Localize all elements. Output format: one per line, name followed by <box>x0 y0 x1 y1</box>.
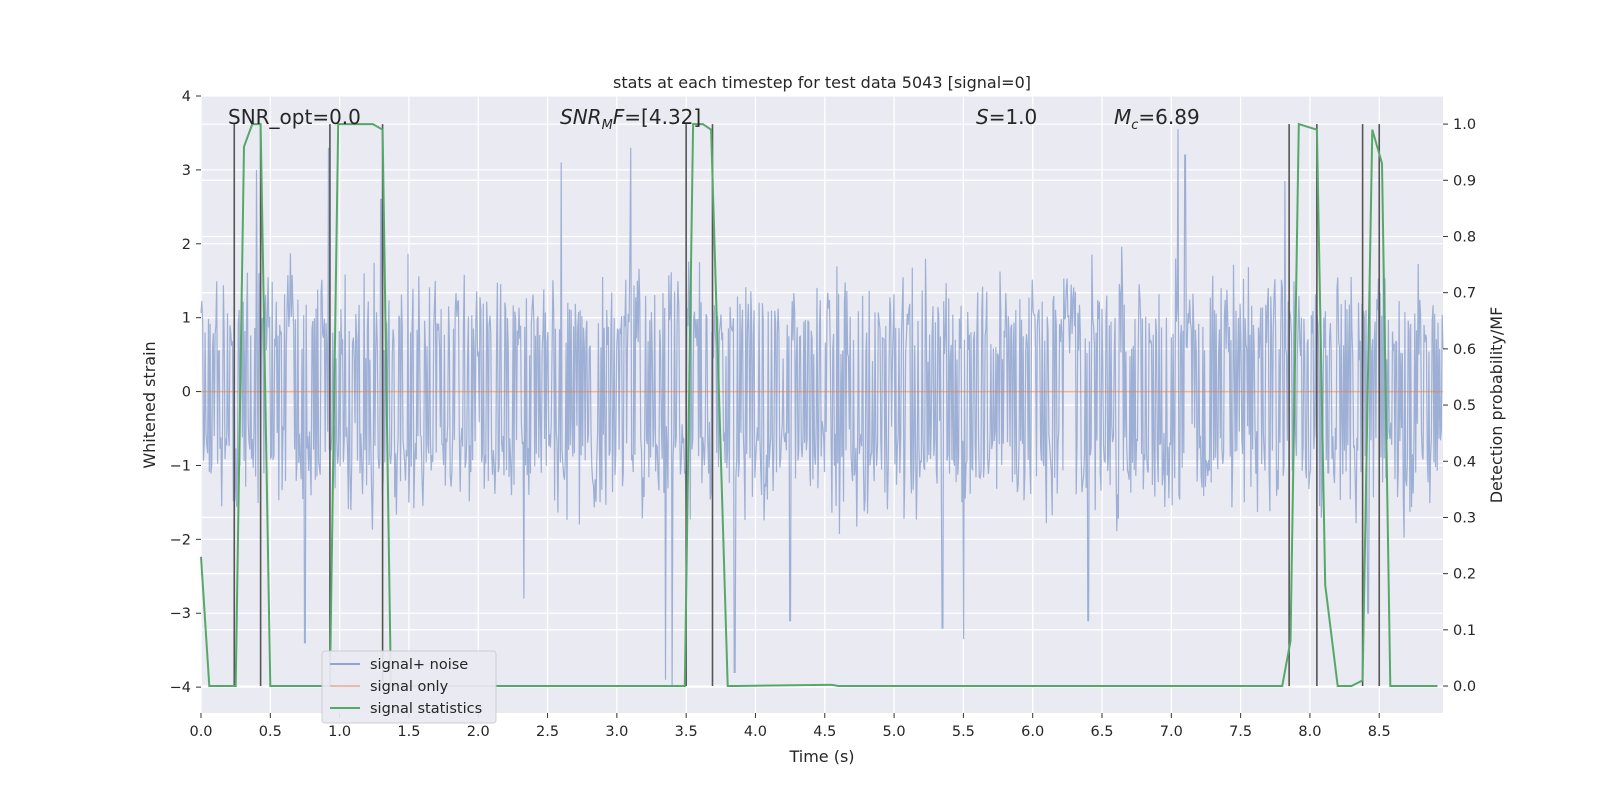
y2-tick-label: 0.4 <box>1453 454 1476 470</box>
stats-trace <box>200 122 1438 687</box>
x-tick-label: 1.5 <box>397 724 420 740</box>
annotation-text: =1.0 <box>989 105 1038 129</box>
x-tick-label: 6.0 <box>1021 724 1044 740</box>
x-tick-label: 1.0 <box>328 724 351 740</box>
annotation: SNR_opt=0.0 <box>228 105 361 129</box>
y2-tick-label: 0.3 <box>1453 510 1476 526</box>
y2-tick-label: 0.2 <box>1453 567 1476 583</box>
annotation-text: SNR_opt=0.0 <box>228 105 361 129</box>
legend-label-noise: signal+ noise <box>370 657 468 673</box>
axis-ticks: 0.0 0.5 1.0 1.5 2.0 2.5 3.0 3.5 4.0 4.5 5.0 5.5 6.0 6… <box>170 89 1476 740</box>
x-tick-label: 4.5 <box>813 724 836 740</box>
annotation: Mc=6.89 <box>1114 105 1200 133</box>
x-tick-label: 3.0 <box>605 724 628 740</box>
x-tick-label: 7.5 <box>1229 724 1252 740</box>
annotation-text: =6.89 <box>1138 105 1199 129</box>
annotation-sub: M <box>602 118 613 133</box>
x-tick-label: 7.0 <box>1160 724 1183 740</box>
detection-markers <box>233 124 1381 687</box>
chart-title: stats at each timestep for test data 504… <box>613 73 1031 92</box>
y-tick-label: −1 <box>170 458 191 474</box>
legend: signal+ noise signal only signal statist… <box>321 650 497 724</box>
annotation: SNRMF=[4.32] <box>560 105 701 133</box>
annotation-italic: SNR <box>560 105 602 129</box>
series-signal-noise <box>200 129 1444 688</box>
annotation-italic: F <box>613 105 625 129</box>
noise-trace <box>200 129 1444 688</box>
y-tick-label: 0 <box>182 385 191 401</box>
x-tick-label: 8.5 <box>1368 724 1391 740</box>
x-tick-label: 6.5 <box>1090 724 1113 740</box>
annotation-sub: c <box>1131 118 1138 133</box>
y2-axis-label: Detection probability/MF <box>1487 307 1506 504</box>
x-tick-label: 5.0 <box>883 724 906 740</box>
y-tick-label: 1 <box>182 311 191 327</box>
y-tick-label: 3 <box>182 163 191 179</box>
x-tick-label: 2.5 <box>536 724 559 740</box>
x-tick-label: 3.5 <box>675 724 698 740</box>
x-axis-label: Time (s) <box>788 747 854 766</box>
y2-tick-label: 0.5 <box>1453 398 1476 414</box>
annotations: SNR_opt=0.0 SNRMF=[4.32] S=1.0 Mc=6.89 <box>228 105 1200 133</box>
y-tick-label: 4 <box>182 89 191 105</box>
y2-tick-label: 0.9 <box>1453 173 1476 189</box>
y2-tick-label: 0.1 <box>1453 623 1476 639</box>
annotation-italic: S <box>976 105 989 129</box>
y2-tick-label: 0.6 <box>1453 342 1476 358</box>
x-tick-label: 2.0 <box>467 724 490 740</box>
annotation-italic: M <box>1114 105 1131 129</box>
y2-tick-label: 0.8 <box>1453 229 1476 245</box>
series-signal-statistics <box>200 122 1438 687</box>
y2-tick-label: 0.7 <box>1453 286 1476 302</box>
y-tick-label: −3 <box>170 606 191 622</box>
x-tick-label: 4.0 <box>744 724 767 740</box>
annotation: S=1.0 <box>976 105 1037 129</box>
y-tick-label: 2 <box>182 237 191 253</box>
y2-tick-label: 1.0 <box>1453 117 1476 133</box>
legend-label-signal: signal only <box>370 679 449 695</box>
legend-label-stats: signal statistics <box>370 701 482 717</box>
x-tick-label: 5.5 <box>952 724 975 740</box>
legend-box <box>321 650 497 724</box>
y-tick-label: −2 <box>170 532 191 548</box>
y2-tick-label: 0.0 <box>1453 679 1476 695</box>
y-axis-label: Whitened strain <box>140 341 159 468</box>
x-tick-label: 0.0 <box>189 724 212 740</box>
annotation-text: =[4.32] <box>624 105 701 129</box>
x-tick-label: 0.5 <box>259 724 282 740</box>
x-tick-label: 8.0 <box>1298 724 1321 740</box>
y-tick-label: −4 <box>170 680 191 696</box>
